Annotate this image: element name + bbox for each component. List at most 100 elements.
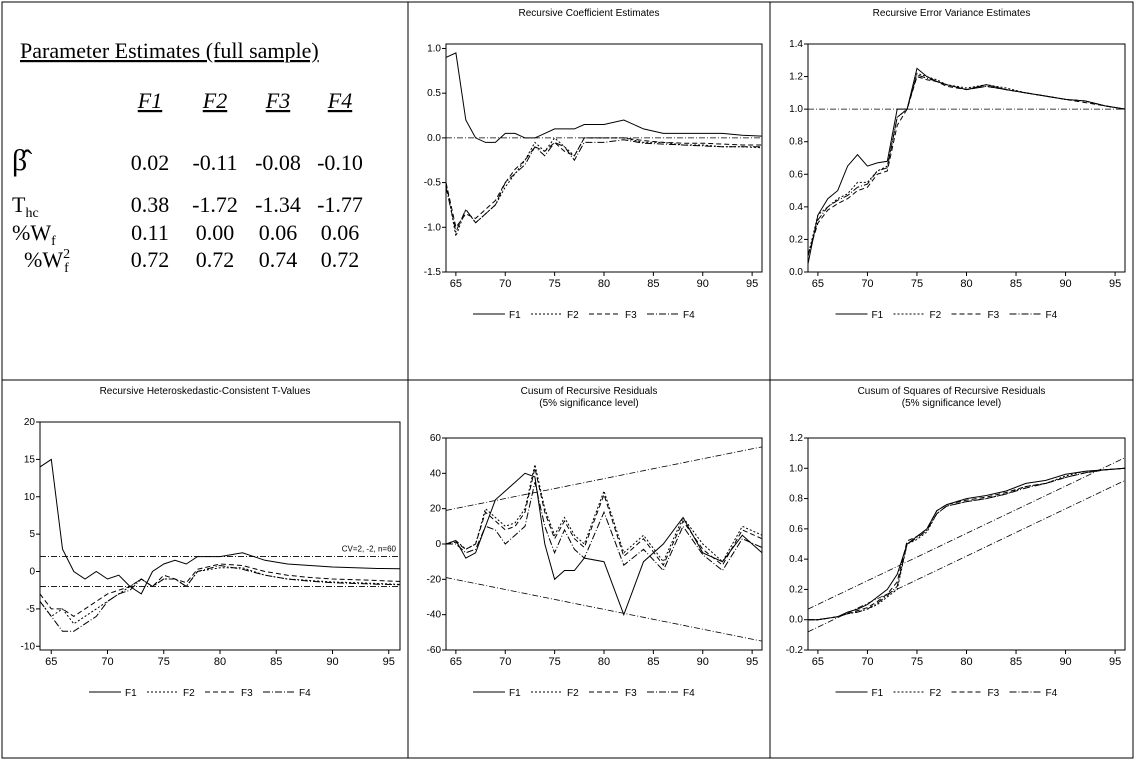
y-tick-label: 0.5 <box>427 88 441 99</box>
y-tick-label: 1.0 <box>789 463 803 474</box>
estimates-table: Parameter Estimates (full sample) F1 F2 F3… <box>12 38 363 276</box>
legend-label: F2 <box>930 310 942 321</box>
row-label-sub: f <box>64 261 69 276</box>
series-line <box>446 482 763 572</box>
x-tick-label: 65 <box>812 656 824 668</box>
table-cell: 0.72 <box>196 247 235 272</box>
x-tick-label: 70 <box>499 656 511 668</box>
legend-label: F1 <box>125 688 137 699</box>
table-cell: -0.08 <box>255 150 301 175</box>
x-tick-label: 75 <box>158 656 170 668</box>
x-tick-label: 75 <box>911 278 923 290</box>
table-cell: 0.38 <box>131 192 170 217</box>
y-tick-label: 0 <box>29 567 35 578</box>
y-tick-label: -1.0 <box>424 222 442 233</box>
series-line <box>807 67 1126 264</box>
x-tick-label: 70 <box>499 278 511 290</box>
row-label-main: %W <box>12 220 51 245</box>
y-tick-label: 20 <box>24 417 36 428</box>
y-tick-label: 1.0 <box>789 104 803 115</box>
y-tick-label: 0.4 <box>789 554 803 565</box>
chart-title: Recursive Coefficient Estimates <box>519 8 660 19</box>
chart: Recursive Error Variance Estimates 0.0 0.2… <box>789 8 1126 321</box>
y-tick-label: 0.0 <box>427 133 441 144</box>
x-tick-label: 80 <box>598 278 610 290</box>
x-tick-label: 80 <box>598 656 610 668</box>
series-line <box>808 467 1126 621</box>
x-tick-label: 70 <box>861 656 873 668</box>
y-tick-label: 0.6 <box>789 524 803 535</box>
table-cell: 0.11 <box>131 220 169 245</box>
table-cell: 0.74 <box>259 247 298 272</box>
x-tick-label: 70 <box>101 656 113 668</box>
table-cell: -1.72 <box>192 192 238 217</box>
y-tick-label: 1.2 <box>789 72 803 83</box>
y-tick-label: 0.2 <box>789 234 803 245</box>
plot-frame <box>445 43 763 273</box>
reference-line <box>807 457 1126 610</box>
chart-subtitle: (5% significance level) <box>539 398 639 409</box>
legend-label: F1 <box>872 688 884 699</box>
legend-label: F4 <box>1046 310 1058 321</box>
table-cell: 0.06 <box>321 220 360 245</box>
y-tick-label: -0.2 <box>786 645 804 656</box>
column-header: F2 <box>202 88 227 113</box>
y-tick-label: 0.0 <box>789 267 803 278</box>
legend-label: F3 <box>988 310 1000 321</box>
row-label: %W2 f <box>24 247 70 276</box>
y-tick-label: 20 <box>430 504 442 515</box>
table-cell: 0.72 <box>131 247 170 272</box>
y-tick-label: -1.5 <box>424 267 442 278</box>
row-label-sub: f <box>51 234 56 249</box>
y-tick-label: 0.6 <box>789 169 803 180</box>
chart-title: Cusum of Squares of Recursive Residuals <box>858 386 1046 397</box>
chart-title: Cusum of Recursive Residuals <box>521 386 658 397</box>
series-line <box>807 75 1126 256</box>
legend-label: F4 <box>683 688 695 699</box>
x-tick-label: 80 <box>960 278 972 290</box>
reference-line <box>445 446 763 511</box>
y-tick-label: 40 <box>430 468 442 479</box>
x-tick-label: 65 <box>45 656 57 668</box>
row-label-main: T <box>12 192 26 217</box>
table-cell: 0.06 <box>259 220 298 245</box>
series-line <box>445 467 763 567</box>
y-tick-label: 1.0 <box>427 43 441 54</box>
series-line <box>445 137 763 239</box>
series-line <box>445 464 763 563</box>
y-tick-label: -20 <box>427 574 442 585</box>
reference-line <box>445 577 763 642</box>
legend-label: F3 <box>625 310 637 321</box>
series-line <box>445 472 763 617</box>
table-cell: 0.72 <box>321 247 360 272</box>
chart-title: Recursive Error Variance Estimates <box>873 8 1031 19</box>
legend-label: F3 <box>625 688 637 699</box>
x-tick-label: 80 <box>960 656 972 668</box>
y-tick-label: 10 <box>24 492 36 503</box>
x-tick-label: 65 <box>450 278 462 290</box>
x-tick-label: 90 <box>1059 278 1071 290</box>
legend-label: F1 <box>509 310 521 321</box>
row-label-main: β̂ <box>12 144 32 177</box>
y-tick-label: 0 <box>435 539 441 550</box>
legend-label: F3 <box>241 688 253 699</box>
legend-label: F4 <box>1046 688 1058 699</box>
y-tick-label: 0.8 <box>789 137 803 148</box>
series-line <box>445 137 762 229</box>
row-label-sub: hc <box>25 206 38 221</box>
x-tick-label: 85 <box>1010 656 1022 668</box>
x-tick-label: 85 <box>270 656 282 668</box>
chart: Recursive Heteroskedastic-Consistent T-V… <box>21 386 401 699</box>
y-tick-label: 15 <box>24 454 36 465</box>
x-tick-label: 80 <box>214 656 226 668</box>
table-cell: -1.34 <box>255 192 301 217</box>
y-tick-label: -10 <box>21 641 36 652</box>
table-cell: 0.00 <box>196 220 235 245</box>
x-tick-label: 95 <box>746 656 758 668</box>
x-tick-label: 90 <box>326 656 338 668</box>
x-tick-label: 95 <box>1109 278 1121 290</box>
plot-frame <box>445 437 763 651</box>
y-tick-label: 0.8 <box>789 494 803 505</box>
table-title: Parameter Estimates (full sample) <box>20 38 319 63</box>
series-line <box>808 467 1126 621</box>
